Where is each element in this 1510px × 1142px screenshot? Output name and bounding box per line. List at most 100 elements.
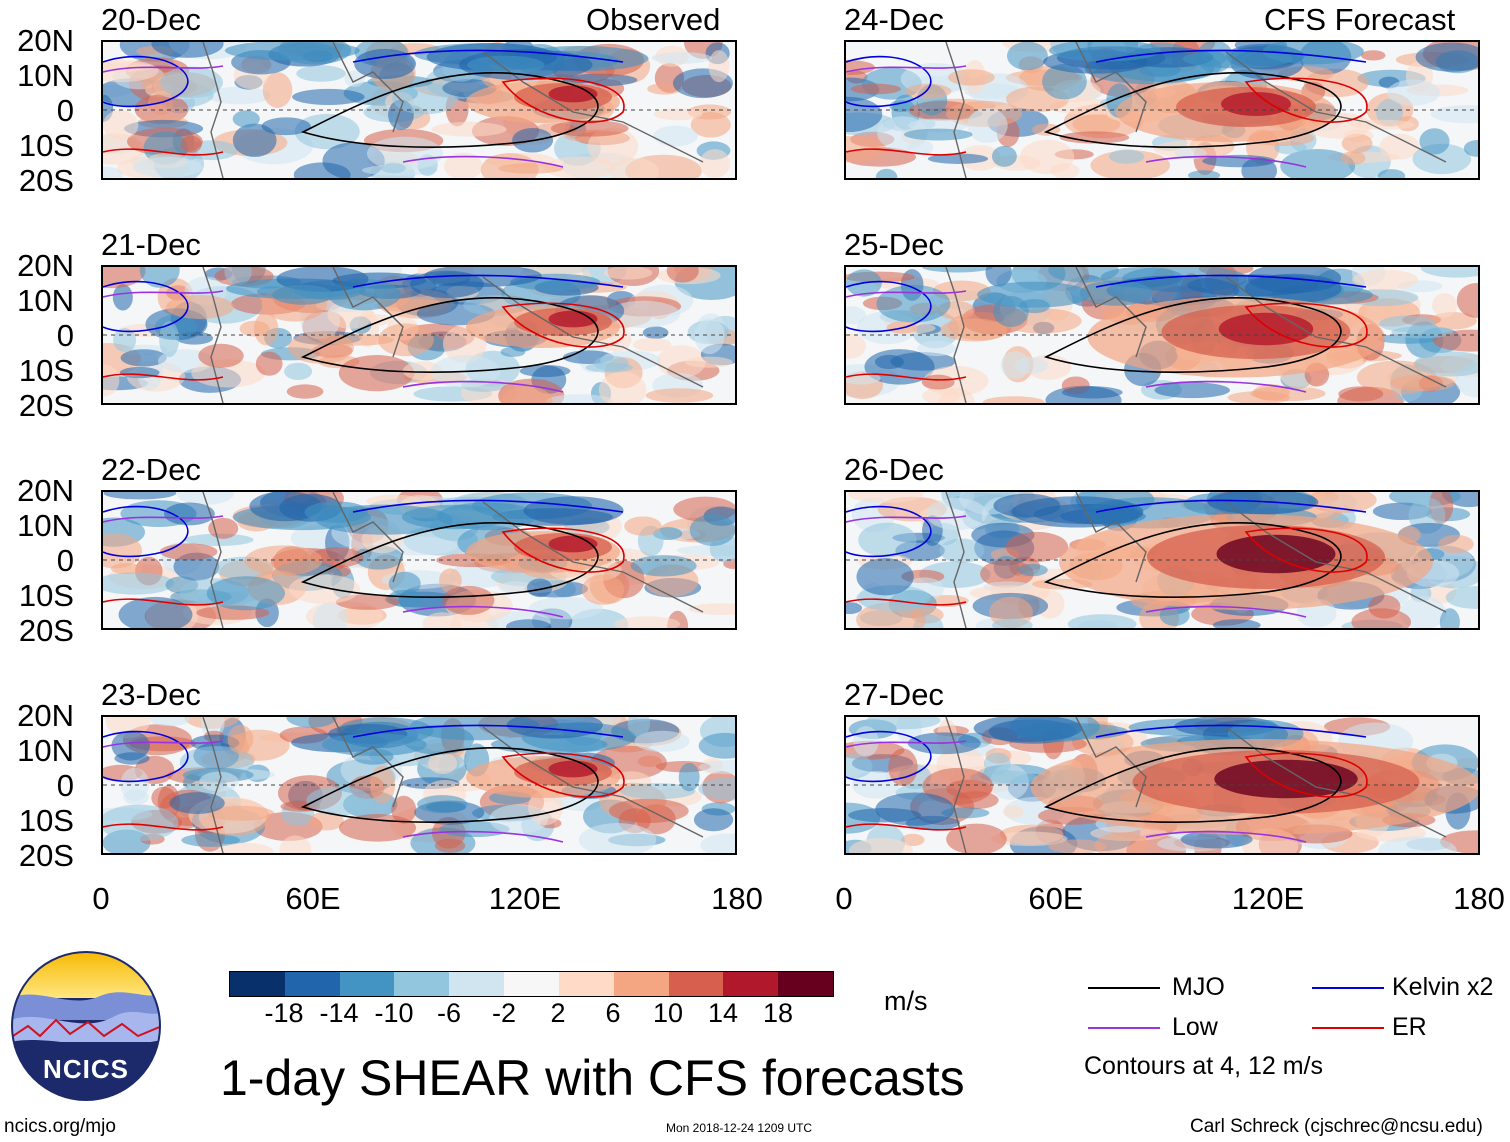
contour-line: [945, 42, 967, 178]
shear-blob: [889, 100, 914, 113]
shear-blob: [1094, 832, 1150, 853]
contour-line: [846, 499, 1367, 558]
shear-blob: [627, 717, 651, 738]
shear-blob: [856, 558, 914, 596]
shear-blob: [526, 578, 553, 598]
shear-map: [844, 715, 1480, 855]
shear-blob: [1005, 531, 1069, 562]
shear-blob: [653, 125, 699, 147]
footer-timestamp: Mon 2018-12-24 1209 UTC: [666, 1121, 813, 1135]
lat-label: 20S: [18, 838, 74, 873]
shear-blob: [917, 340, 956, 357]
shear-blob: [689, 514, 735, 546]
shear-blob: [1390, 374, 1456, 392]
shear-blob: [1079, 280, 1153, 306]
shear-blob: [1019, 139, 1075, 175]
shear-blob: [1048, 839, 1107, 853]
map-field: [103, 717, 735, 853]
shear-blob: [982, 396, 1045, 403]
shear-map: [101, 715, 737, 855]
shear-blob: [1059, 131, 1130, 144]
contour-line: [846, 302, 1368, 381]
shear-blob: [846, 333, 866, 359]
shear-blob: [288, 574, 361, 604]
legend-label-low: Low: [1172, 1013, 1218, 1041]
lat-label: 20N: [17, 473, 74, 508]
shear-blob: [244, 545, 323, 576]
shear-blob: [991, 145, 1017, 167]
shear-blob: [338, 354, 415, 392]
shear-blob: [926, 497, 988, 531]
shear-blob: [296, 65, 346, 82]
contour-line: [103, 515, 564, 618]
shear-blob: [598, 371, 647, 403]
shear-blob: [309, 811, 344, 831]
contour-line: [300, 72, 599, 148]
shear-blob: [875, 792, 955, 826]
contour-line: [482, 51, 704, 163]
shear-blob: [990, 831, 1068, 847]
shear-blob: [1218, 312, 1314, 346]
shear-blob: [103, 267, 146, 289]
contour-line: [103, 65, 564, 168]
shear-blob: [1042, 63, 1087, 100]
contour-line: [846, 65, 1307, 168]
lon-label: 0: [92, 881, 110, 916]
panel-date: 22-Dec: [101, 452, 201, 487]
shear-blob: [1032, 123, 1061, 136]
shear-blob: [114, 752, 150, 765]
lat-label: 10S: [18, 578, 74, 613]
shear-blob: [848, 838, 913, 853]
shear-blob: [113, 328, 137, 353]
contour-line: [103, 740, 564, 843]
colorbar-bin: [394, 972, 450, 996]
lat-label: 20S: [18, 163, 74, 198]
shear-blob: [501, 386, 553, 403]
shear-blob: [232, 110, 260, 128]
shear-blob: [1456, 283, 1478, 318]
shear-blob: [684, 356, 733, 368]
colorbar-label: -18: [264, 998, 304, 1028]
shear-blob: [1014, 357, 1048, 375]
shear-blob: [261, 117, 311, 136]
contour-line: [103, 77, 625, 156]
contour-line: [482, 501, 704, 613]
shear-blob: [1430, 105, 1478, 124]
shear-blob: [286, 717, 337, 728]
shear-blob: [169, 792, 225, 814]
shear-blob: [227, 724, 254, 754]
shear-blob: [688, 603, 735, 615]
footer-author: Carl Schreck (cjschrec@ncsu.edu): [1190, 1116, 1483, 1137]
lon-label: 0: [835, 881, 853, 916]
shear-blob: [318, 334, 395, 346]
shear-blob: [866, 717, 941, 730]
shear-blob: [1377, 169, 1406, 178]
contour-line: [103, 499, 624, 558]
shear-blob: [1378, 836, 1457, 853]
shear-blob: [381, 163, 406, 174]
shear-blob: [940, 318, 1008, 342]
shear-blob: [1341, 133, 1373, 154]
shear-blob: [498, 581, 535, 594]
logo-graphic: [11, 951, 161, 1101]
panel-date: 21-Dec: [101, 227, 201, 262]
logo-text: NCICS: [43, 1054, 129, 1084]
shear-map: [101, 490, 737, 630]
contour-line: [1225, 51, 1447, 163]
legend-line-low: [1088, 1027, 1160, 1029]
contour-line: [202, 42, 224, 178]
shear-blob: [1187, 170, 1221, 178]
shear-blob: [1420, 267, 1478, 278]
shear-blob: [159, 543, 218, 561]
contour-line: [1075, 492, 1147, 583]
contour-line: [103, 49, 624, 108]
shear-blob: [698, 759, 735, 775]
shear-blob: [550, 120, 629, 137]
figure-title: 1-day SHEAR with CFS forecasts: [220, 1050, 965, 1106]
lat-label: 10N: [17, 58, 74, 93]
shear-blob: [207, 805, 275, 821]
shear-blob: [690, 112, 731, 138]
shear-blob: [1338, 386, 1384, 402]
panel-date: 23-Dec: [101, 677, 201, 712]
shear-blob: [1352, 269, 1418, 290]
